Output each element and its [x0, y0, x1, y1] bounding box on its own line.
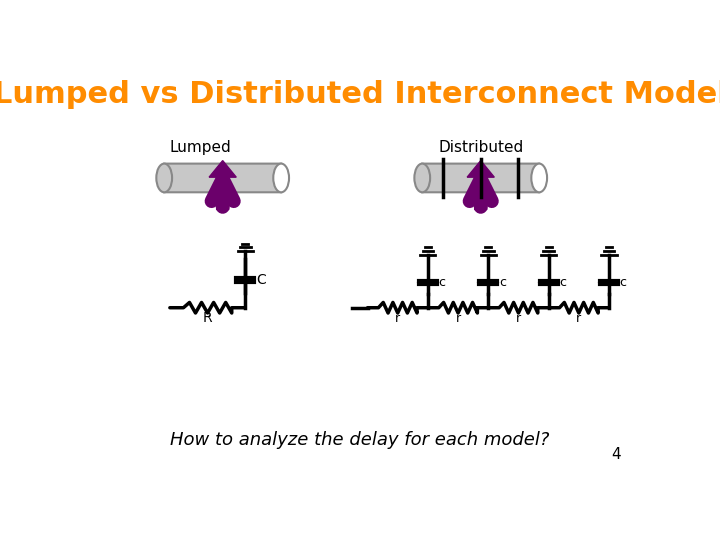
FancyBboxPatch shape	[422, 164, 539, 192]
Text: r: r	[395, 312, 400, 325]
Text: 4: 4	[612, 447, 621, 462]
Text: Lumped: Lumped	[169, 140, 231, 156]
Text: Lumped vs Distributed Interconnect Model: Lumped vs Distributed Interconnect Model	[0, 80, 720, 110]
Text: c: c	[559, 276, 566, 289]
Polygon shape	[467, 160, 495, 210]
Text: r: r	[516, 312, 521, 325]
Text: r: r	[576, 312, 581, 325]
Polygon shape	[209, 160, 236, 210]
Ellipse shape	[156, 164, 172, 192]
Text: c: c	[619, 276, 626, 289]
Ellipse shape	[415, 164, 430, 192]
Text: R: R	[203, 311, 212, 325]
Text: r: r	[456, 312, 461, 325]
FancyBboxPatch shape	[164, 164, 281, 192]
Ellipse shape	[531, 164, 547, 192]
Ellipse shape	[274, 164, 289, 192]
Text: c: c	[499, 276, 506, 289]
Text: How to analyze the delay for each model?: How to analyze the delay for each model?	[171, 431, 549, 449]
Text: C: C	[256, 273, 266, 287]
Text: c: c	[438, 276, 446, 289]
Text: Distributed: Distributed	[438, 140, 523, 156]
